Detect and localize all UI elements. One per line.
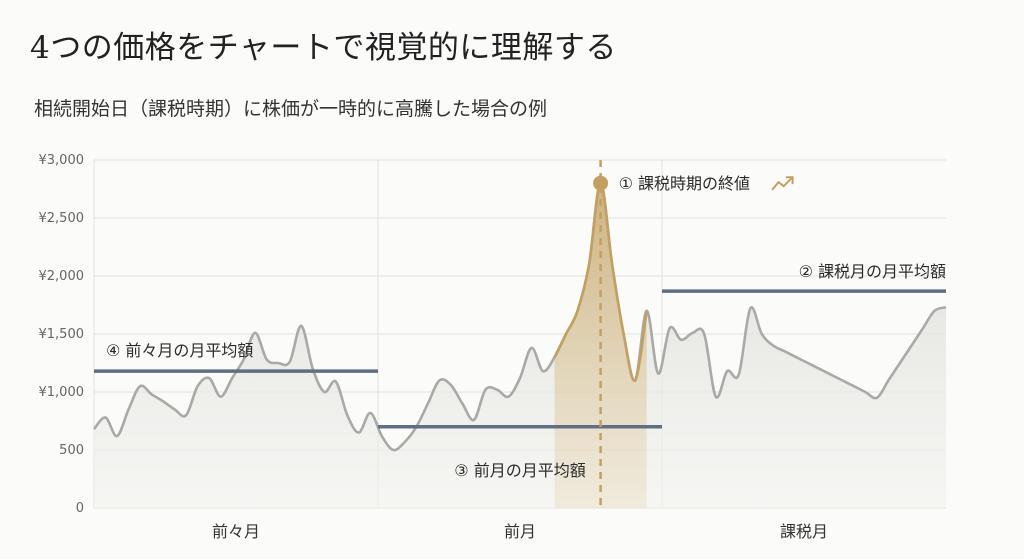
y-tick-label: ¥2,000 (39, 269, 85, 284)
page-subtitle: 相続開始日（課税時期）に株価が一時的に高騰した場合の例 (34, 98, 548, 120)
price-area (94, 183, 946, 508)
trend-up-icon (771, 176, 794, 191)
average-label: ③ 前月の月平均額 (454, 461, 585, 480)
y-tick-label: ¥1,500 (39, 327, 85, 342)
trend-line (771, 176, 794, 191)
x-category-label: 前月 (504, 522, 536, 541)
y-tick-label: ¥1,000 (39, 385, 85, 400)
average-label: ④ 前々月の月平均額 (106, 341, 253, 360)
x-category-label: 課税月 (780, 522, 828, 541)
y-tick-label: ¥2,500 (39, 211, 85, 226)
peak-marker (593, 175, 609, 191)
y-tick-label: 0 (76, 501, 84, 516)
average-label: ② 課税月の月平均額 (799, 262, 946, 281)
page-title: 4つの価格をチャートで視覚的に理解する (30, 30, 617, 66)
y-tick-label: ¥3,000 (39, 153, 85, 168)
trend-arrowhead (785, 176, 794, 185)
y-tick-label: 500 (59, 443, 84, 458)
peak-label: ① 課税時期の終値 (619, 174, 750, 193)
x-category-label: 前々月 (212, 522, 260, 541)
